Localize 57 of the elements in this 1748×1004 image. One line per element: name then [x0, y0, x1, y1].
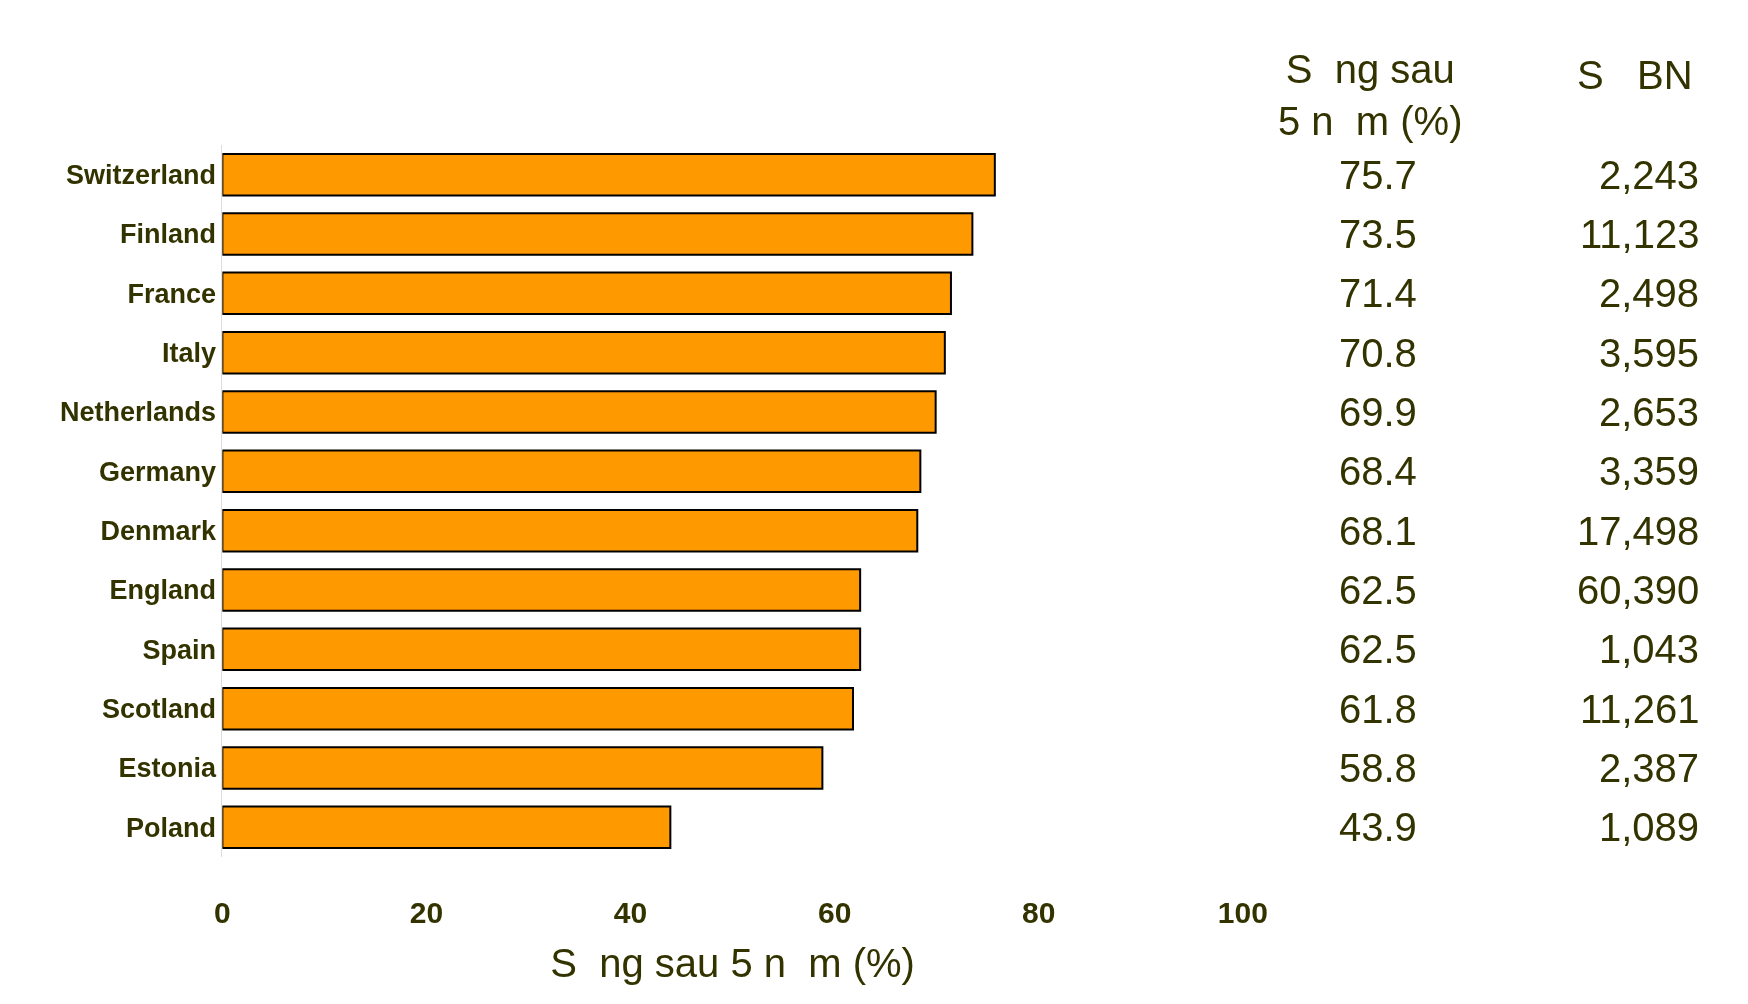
text: 1,089 [1599, 805, 1700, 849]
data-label: 61.8 [1339, 687, 1417, 731]
data-label: 62.5 [1339, 568, 1417, 612]
data-label: 43.9 [1339, 805, 1417, 849]
x-tick-label: 40 [613, 896, 648, 929]
text: 1,043 [1599, 627, 1700, 671]
bar [222, 508, 919, 553]
y-tick-label: Finland [119, 219, 216, 250]
y-tick-label: Spain [142, 634, 216, 665]
bar [222, 212, 974, 256]
data-label: 73.5 [1339, 212, 1417, 256]
bar [222, 746, 824, 790]
bar [222, 686, 854, 731]
y-tick-label: Estonia [118, 753, 217, 784]
y-tick-label: Italy [161, 338, 216, 369]
data-label: 69.9 [1339, 390, 1417, 434]
text: 2,387 [1599, 746, 1700, 790]
y-tick-label: France [127, 278, 216, 309]
data-label: 71.4 [1339, 271, 1417, 315]
data-label: 58.8 [1339, 746, 1417, 790]
bar [222, 271, 952, 316]
text: 11,261 [1580, 687, 1700, 731]
bar [222, 568, 862, 612]
bar [222, 805, 672, 850]
data-label: 62.5 [1339, 627, 1417, 671]
x-tick-label: 100 [1217, 896, 1268, 929]
text: 2,653 [1599, 390, 1700, 434]
x-tick-label: 20 [409, 896, 444, 929]
bar [222, 152, 996, 197]
text: S ng sau 5 n m (%) [1278, 47, 1463, 143]
bar [222, 627, 862, 672]
text: 11,123 [1580, 212, 1700, 256]
y-tick-label: Switzerland [65, 160, 216, 191]
text: S BN [1577, 53, 1693, 97]
bar [222, 449, 922, 494]
text: 17,498 [1577, 509, 1700, 553]
data-label: 70.8 [1339, 331, 1417, 375]
y-tick-label: Germany [98, 456, 216, 487]
bar [222, 390, 937, 434]
x-tick-label: 60 [817, 896, 852, 929]
y-tick-label: Poland [125, 812, 216, 843]
x-tick-label: 0 [214, 896, 231, 929]
text: 3,595 [1599, 331, 1700, 375]
x-tick-label: 80 [1022, 896, 1056, 929]
y-tick-label: Netherlands [59, 397, 216, 428]
text: 2,243 [1599, 153, 1700, 197]
y-tick-label: Denmark [100, 516, 217, 547]
bar [222, 330, 946, 375]
data-label: 68.1 [1339, 509, 1417, 553]
y-tick-label: Scotland [101, 694, 216, 725]
data-label: 75.7 [1339, 153, 1417, 197]
data-label: 68.4 [1339, 449, 1417, 493]
y-tick-label: England [109, 575, 216, 606]
x-axis-title: S ng sau 5 n m (%) [550, 940, 915, 985]
text: 3,359 [1599, 449, 1700, 493]
text: 60,390 [1577, 568, 1700, 612]
text: 2,498 [1599, 271, 1700, 315]
